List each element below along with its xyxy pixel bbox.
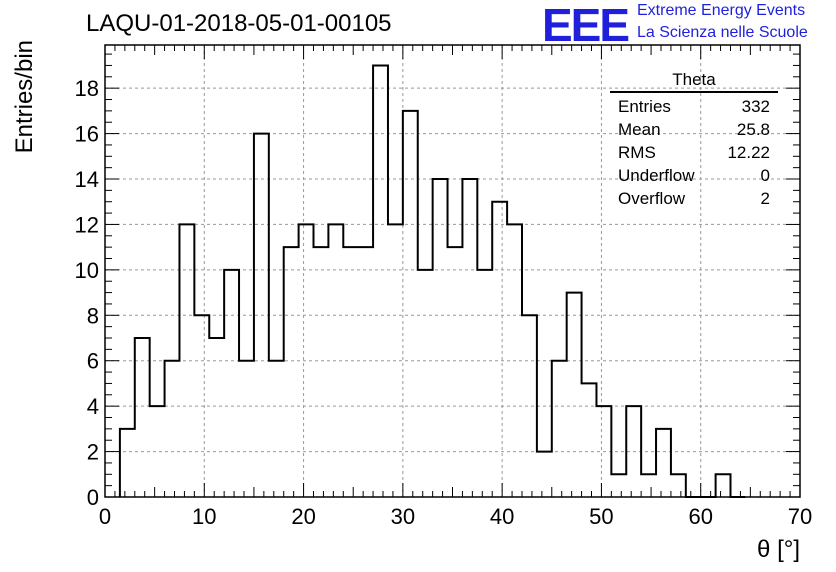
- histogram-bin: [254, 134, 269, 497]
- stats-label: Underflow: [618, 166, 695, 185]
- histogram-bin: [448, 247, 463, 497]
- histogram-bin: [403, 111, 418, 497]
- y-tick-label: 18: [75, 76, 99, 101]
- histogram-bin: [462, 179, 477, 497]
- histogram-bin: [641, 474, 656, 497]
- histogram-bin: [343, 247, 358, 497]
- x-tick-label: 70: [788, 504, 812, 529]
- histogram-bin: [314, 247, 329, 497]
- x-tick-label: 40: [490, 504, 514, 529]
- y-tick-label: 10: [75, 258, 99, 283]
- y-axis-label: Entries/bin: [11, 40, 38, 153]
- stats-row-underflow: Underflow 0: [610, 164, 778, 187]
- histogram-bin: [671, 474, 686, 497]
- y-tick-label: 6: [87, 349, 99, 374]
- histogram-bin: [611, 474, 626, 497]
- stats-label: Overflow: [618, 189, 686, 208]
- histogram-series: [118, 64, 746, 498]
- stats-label: RMS: [618, 143, 656, 162]
- histogram-bin: [418, 270, 433, 497]
- histogram-bin: [224, 270, 239, 497]
- histogram-bin: [552, 361, 567, 497]
- grid-lines: [105, 45, 800, 497]
- stats-row-entries: Entries 332: [610, 95, 778, 118]
- histogram-bin: [135, 338, 150, 497]
- histogram-bin: [537, 452, 552, 497]
- histogram-bin: [239, 361, 254, 497]
- histogram-bin: [433, 179, 448, 497]
- page-title: LAQU-01-2018-05-01-00105: [86, 10, 392, 37]
- logo-subtitle-2: La Scienza nelle Scuole: [637, 24, 808, 41]
- histogram-bin: [507, 224, 522, 497]
- stats-label: Entries: [618, 97, 671, 116]
- histogram-bin: [596, 406, 611, 497]
- stats-row-overflow: Overflow 2: [610, 187, 778, 210]
- stats-value: 0: [760, 166, 770, 185]
- y-axis: 0 2 4 6 8 10 12 14 16 18: [75, 53, 800, 510]
- stats-title: Theta: [610, 70, 778, 93]
- histogram-step-line: [118, 64, 746, 498]
- x-tick-label: 20: [291, 504, 315, 529]
- histogram-bin: [656, 429, 671, 497]
- stats-box: Theta Entries 332 Mean 25.8 RMS 12.22 Un…: [610, 70, 778, 210]
- histogram-bin: [582, 383, 597, 497]
- y-tick-label: 14: [75, 167, 99, 192]
- histogram-bin: [284, 247, 299, 497]
- x-tick-label: 50: [589, 504, 613, 529]
- y-tick-label: 0: [87, 485, 99, 510]
- histogram-bin: [194, 315, 209, 497]
- logo-subtitle-1: Extreme Energy Events: [637, 2, 806, 19]
- histogram-bin: [328, 224, 343, 497]
- histogram-bin: [165, 361, 180, 497]
- histogram-bin: [388, 224, 403, 497]
- histogram-bin: [626, 406, 641, 497]
- y-tick-label: 12: [75, 212, 99, 237]
- x-axis-label: θ [°]: [757, 536, 800, 563]
- stats-row-rms: RMS 12.22: [610, 141, 778, 164]
- histogram-bin: [358, 247, 373, 497]
- stats-value: 25.8: [736, 120, 770, 139]
- x-tick-label: 10: [192, 504, 216, 529]
- y-tick-label: 4: [87, 394, 99, 419]
- histogram-bin: [150, 406, 165, 497]
- stats-value: 12.22: [727, 143, 770, 162]
- stats-value: 2: [760, 189, 770, 208]
- histogram-bin: [522, 315, 537, 497]
- x-axis: 0 10 20 30 40 50 60 70: [99, 45, 812, 529]
- histogram-bin: [269, 361, 284, 497]
- histogram-bin: [373, 65, 388, 497]
- histogram-bin: [716, 474, 731, 497]
- stats-label: Mean: [618, 120, 661, 139]
- x-tick-label: 0: [99, 504, 111, 529]
- histogram-bin: [120, 429, 135, 497]
- x-tick-label: 60: [688, 504, 712, 529]
- histogram-bin: [567, 293, 582, 497]
- y-tick-label: 2: [87, 440, 99, 465]
- y-tick-label: 16: [75, 122, 99, 147]
- histogram-bin: [179, 224, 194, 497]
- x-tick-label: 30: [391, 504, 415, 529]
- histogram-bin: [477, 270, 492, 497]
- histogram-bin: [209, 338, 224, 497]
- histogram-bin: [492, 202, 507, 497]
- eee-logo: EEE: [542, 0, 630, 51]
- stats-row-mean: Mean 25.8: [610, 118, 778, 141]
- y-tick-label: 8: [87, 303, 99, 328]
- histogram-bin: [299, 224, 314, 497]
- stats-value: 332: [741, 97, 770, 116]
